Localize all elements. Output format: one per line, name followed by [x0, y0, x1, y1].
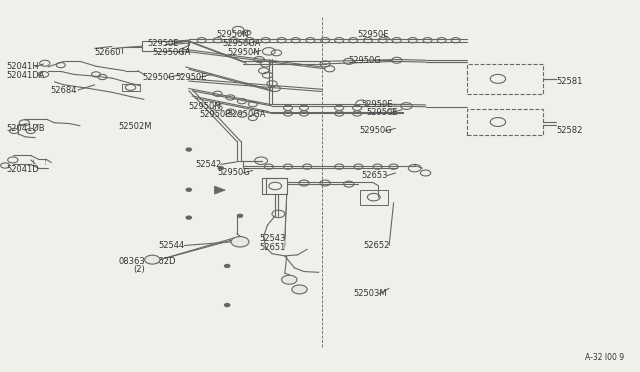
Circle shape	[186, 188, 191, 191]
Text: (2): (2)	[133, 265, 145, 274]
Text: 52950E: 52950E	[362, 100, 393, 109]
Bar	[467, 109, 543, 135]
Text: 52503M: 52503M	[353, 289, 387, 298]
Polygon shape	[214, 186, 225, 194]
Text: 52950G: 52950G	[218, 169, 250, 177]
Text: 52581: 52581	[557, 77, 583, 86]
Circle shape	[145, 255, 160, 264]
Text: 52543: 52543	[259, 234, 285, 243]
Text: 52950G: 52950G	[360, 126, 392, 135]
Text: S: S	[150, 257, 155, 262]
Text: 52950E: 52950E	[147, 39, 179, 48]
Text: h: h	[297, 286, 302, 292]
Circle shape	[292, 285, 307, 294]
Text: 52950GA: 52950GA	[223, 39, 261, 48]
Text: 52950E: 52950E	[357, 30, 388, 39]
Circle shape	[218, 167, 223, 170]
Circle shape	[237, 214, 243, 217]
Circle shape	[231, 237, 249, 247]
Text: 52041DA: 52041DA	[6, 71, 45, 80]
Text: 52653: 52653	[362, 171, 388, 180]
Text: 08363-6162D: 08363-6162D	[118, 257, 176, 266]
Text: g: g	[287, 277, 291, 283]
Circle shape	[225, 264, 230, 267]
Text: 52950GA: 52950GA	[152, 48, 191, 57]
Text: 52651: 52651	[259, 243, 285, 252]
Text: 52544: 52544	[159, 241, 185, 250]
Text: 52950E: 52950E	[200, 110, 231, 119]
Circle shape	[186, 148, 191, 151]
Bar	[122, 84, 140, 91]
Text: 52950G: 52950G	[349, 56, 381, 65]
Text: 52684: 52684	[50, 86, 76, 94]
Text: 52660: 52660	[95, 48, 121, 57]
Text: 52950GA: 52950GA	[227, 110, 266, 119]
Text: A-32 I00 9: A-32 I00 9	[585, 353, 624, 362]
Text: 52041D: 52041D	[6, 165, 39, 174]
Text: 52950G: 52950G	[142, 73, 175, 82]
Bar	[360, 190, 388, 205]
Text: 52041DB: 52041DB	[6, 124, 45, 133]
Text: 52041H: 52041H	[6, 62, 39, 71]
Text: 52652: 52652	[364, 241, 390, 250]
Text: 52950E: 52950E	[366, 108, 397, 117]
Text: 52950N: 52950N	[216, 30, 249, 39]
Text: 52950N: 52950N	[189, 102, 221, 110]
Text: 52950N: 52950N	[227, 48, 260, 57]
Circle shape	[282, 275, 297, 284]
Circle shape	[186, 216, 191, 219]
Text: 52582: 52582	[557, 126, 583, 135]
Text: 52542: 52542	[195, 160, 221, 169]
Bar	[142, 41, 188, 51]
Text: 52950E: 52950E	[175, 73, 207, 82]
Text: 52502M: 52502M	[118, 122, 152, 131]
Bar	[467, 64, 543, 94]
Circle shape	[225, 304, 230, 307]
